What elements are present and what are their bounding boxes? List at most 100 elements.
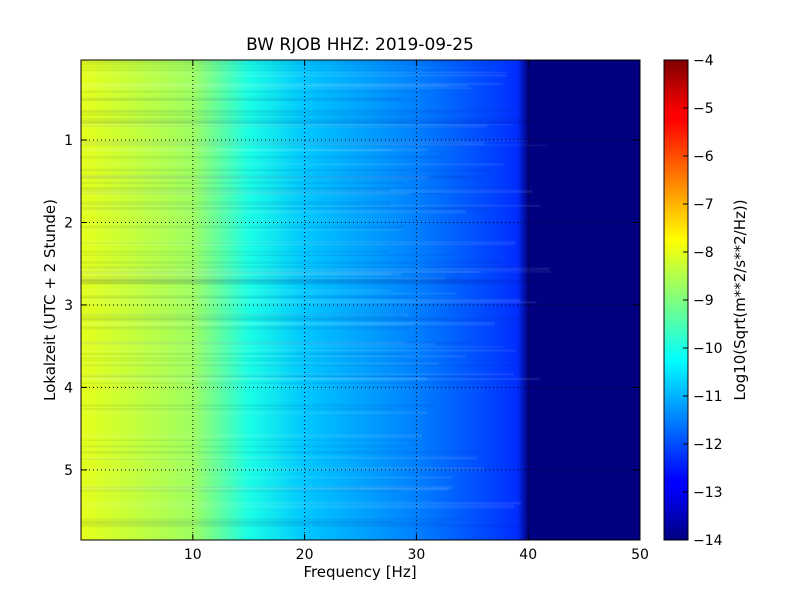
colorbar-tick-label: −6 bbox=[693, 149, 714, 165]
spectrogram-band bbox=[81, 407, 394, 410]
colorbar-tick-label: −10 bbox=[693, 341, 723, 357]
spectrogram-band bbox=[81, 254, 454, 257]
spectrogram-band bbox=[81, 97, 403, 101]
spectrogram-band bbox=[81, 476, 453, 479]
spectrogram-band bbox=[81, 228, 402, 231]
spectrogram-band bbox=[81, 445, 403, 448]
spectrogram-band bbox=[81, 345, 503, 348]
spectrogram-band bbox=[81, 265, 517, 269]
x-tick-label: 50 bbox=[631, 547, 649, 563]
spectrogram-band bbox=[81, 382, 483, 385]
spectrogram-band bbox=[81, 144, 546, 146]
spectrogram-band bbox=[81, 117, 549, 121]
spectrogram-band bbox=[81, 168, 491, 172]
y-axis: 1 2 3 4 5 bbox=[64, 133, 640, 479]
colorbar-tick-label: −11 bbox=[693, 389, 723, 405]
colorbar-tick-label: −14 bbox=[693, 533, 723, 549]
spectrogram-band bbox=[81, 327, 410, 330]
x-tick-label: 30 bbox=[407, 547, 425, 563]
spectrogram-band bbox=[81, 439, 417, 441]
spectrogram-band bbox=[81, 272, 392, 276]
spectrogram-band bbox=[81, 313, 409, 316]
spectrogram-band bbox=[81, 411, 428, 415]
spectrogram-band bbox=[81, 352, 404, 356]
spectrogram-band bbox=[81, 373, 515, 376]
spectrogram-band bbox=[81, 99, 414, 101]
spectrogram-band bbox=[81, 295, 408, 299]
spectrogram-band bbox=[81, 341, 471, 345]
spectrogram-band bbox=[81, 267, 550, 271]
colorbar-tick-label: −7 bbox=[693, 197, 714, 213]
spectrogram-band bbox=[81, 192, 443, 195]
spectrogram-band bbox=[81, 140, 530, 142]
spectrogram-band bbox=[81, 521, 445, 525]
spectrogram-band bbox=[81, 489, 403, 492]
spectrogram-band bbox=[81, 163, 504, 166]
spectrogram-band bbox=[81, 175, 429, 180]
spectrogram-band bbox=[81, 174, 468, 179]
spectrogram-band bbox=[81, 124, 488, 128]
spectrogram-band bbox=[81, 317, 447, 320]
spectrogram-band bbox=[81, 192, 411, 196]
grid-lines bbox=[81, 60, 640, 540]
spectrogram-band bbox=[81, 326, 443, 328]
spectrogram-band bbox=[81, 125, 464, 127]
colorbar-tick-label: −8 bbox=[693, 245, 714, 261]
spectrogram-band bbox=[81, 87, 472, 90]
spectrogram-band bbox=[81, 317, 530, 322]
spectrogram-band bbox=[81, 60, 466, 63]
spectrogram-band bbox=[81, 141, 485, 146]
spectrogram-band bbox=[81, 374, 392, 376]
spectrogram-band bbox=[81, 359, 457, 361]
colorbar-tick-label: −9 bbox=[693, 293, 714, 309]
spectrogram-band bbox=[81, 74, 507, 77]
spectrogram-band bbox=[81, 377, 541, 381]
spectrogram-band bbox=[81, 487, 449, 491]
colorbar-axis: −4 −5 −6 −7 −8 −9 −10 −11 −12 −13 −14 bbox=[683, 53, 723, 549]
spectrogram-band bbox=[81, 376, 427, 381]
spectrogram-band bbox=[81, 148, 428, 152]
spectrogram-band bbox=[81, 376, 502, 378]
spectrogram-heatmap bbox=[81, 60, 640, 540]
colorbar-tick-label: −5 bbox=[693, 101, 714, 117]
spectrogram-band bbox=[81, 375, 473, 377]
spectrogram-band bbox=[81, 504, 514, 509]
spectrogram-band bbox=[81, 322, 415, 325]
spectrogram-band bbox=[81, 124, 514, 126]
chart-title: BW RJOB HHZ: 2019-09-25 bbox=[246, 35, 474, 55]
spectrogram-band bbox=[81, 189, 533, 194]
spectrogram-band bbox=[81, 111, 459, 114]
spectrogram-band bbox=[81, 250, 389, 253]
spectrogram-band bbox=[81, 297, 436, 299]
y-tick-label: 5 bbox=[64, 463, 73, 479]
spectrogram-band bbox=[81, 518, 462, 521]
colorbar-label: Log10(Sqrt(m**2/s**2/Hz)) bbox=[731, 199, 749, 400]
spectrogram-band bbox=[81, 404, 434, 408]
spectrogram-band bbox=[81, 181, 404, 185]
spectrogram-band bbox=[81, 501, 521, 505]
x-tick-label: 20 bbox=[296, 547, 314, 563]
spectrogram-band bbox=[81, 278, 540, 282]
y-tick-label: 2 bbox=[64, 215, 73, 231]
spectrogram-band bbox=[81, 242, 476, 244]
spectrogram-band bbox=[81, 292, 456, 295]
y-axis-label: Lokalzeit (UTC + 2 Stunde) bbox=[41, 199, 59, 401]
spectrogram-band bbox=[81, 84, 447, 87]
spectrogram-band bbox=[81, 349, 516, 352]
spectrogram-band bbox=[81, 282, 470, 284]
spectrogram-band bbox=[81, 109, 516, 112]
spectrogram-band bbox=[81, 275, 463, 280]
spectrogram-band bbox=[81, 261, 502, 264]
spectrogram-band bbox=[81, 271, 552, 273]
spectrogram-band bbox=[81, 114, 406, 117]
spectrogram-band bbox=[81, 84, 467, 87]
spectrogram-band bbox=[81, 434, 423, 438]
spectrogram-band bbox=[81, 186, 514, 189]
spectrogram-band bbox=[81, 176, 484, 180]
spectrogram-band bbox=[81, 270, 479, 274]
spectrogram-band bbox=[81, 321, 495, 326]
plot-frame bbox=[80, 59, 641, 541]
spectrogram-band bbox=[81, 342, 437, 346]
spectrogram-band bbox=[81, 225, 404, 229]
